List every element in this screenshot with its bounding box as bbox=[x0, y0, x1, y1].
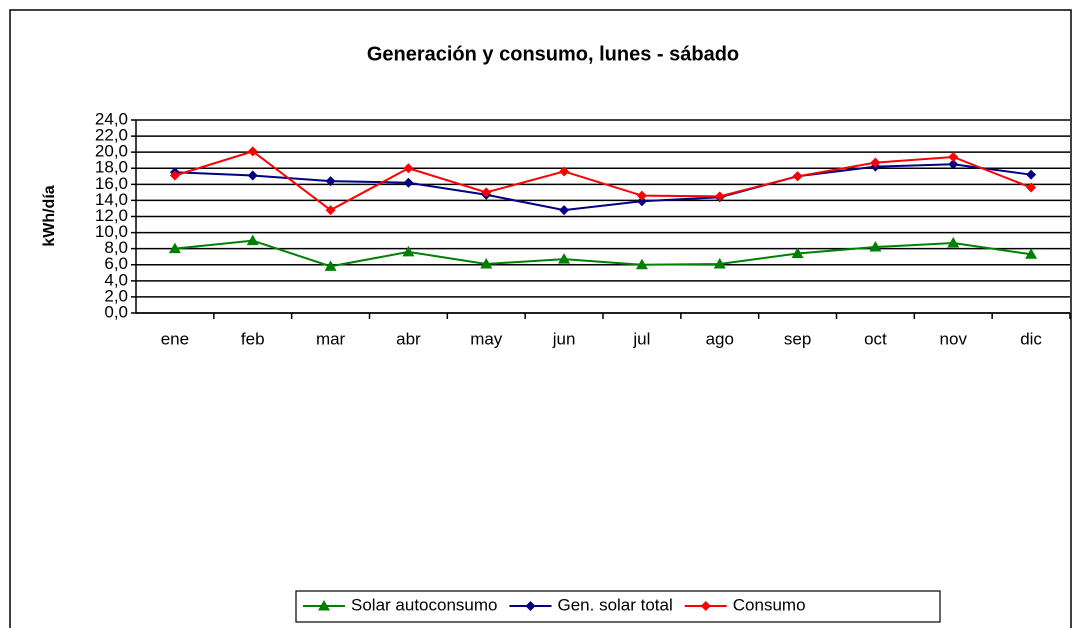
x-tick-label: may bbox=[470, 329, 503, 348]
data-point bbox=[635, 258, 648, 270]
data-point bbox=[247, 146, 258, 157]
x-tick-label: nov bbox=[940, 329, 968, 348]
x-tick-label: ago bbox=[706, 329, 734, 348]
data-point bbox=[559, 166, 570, 177]
legend-label: Solar autoconsumo bbox=[351, 595, 497, 614]
y-tick-label: 0,0 bbox=[104, 302, 128, 321]
y-tick-label: 2,0 bbox=[104, 286, 128, 305]
data-point bbox=[947, 237, 960, 248]
legend-marker bbox=[700, 601, 711, 611]
data-point bbox=[791, 247, 804, 258]
chart-border bbox=[9, 9, 1072, 628]
series-line bbox=[174, 150, 1032, 212]
y-tick-label: 22,0 bbox=[95, 126, 128, 145]
data-point bbox=[481, 187, 492, 198]
y-tick-label: 18,0 bbox=[95, 158, 128, 177]
data-point bbox=[869, 241, 882, 252]
data-point bbox=[325, 176, 336, 187]
data-point bbox=[792, 171, 803, 182]
x-tick-label: abr bbox=[396, 329, 421, 348]
chart-title: Generación y consumo, lunes - sábado bbox=[367, 43, 739, 65]
x-tick-label: ene bbox=[161, 329, 189, 348]
data-point bbox=[713, 257, 726, 269]
series-line bbox=[174, 239, 1032, 268]
data-point bbox=[559, 205, 570, 216]
data-point bbox=[636, 196, 647, 207]
x-tick-label: dic bbox=[1020, 329, 1042, 348]
x-tick-label: jun bbox=[552, 329, 576, 348]
y-tick-label: 4,0 bbox=[104, 270, 128, 289]
data-point bbox=[324, 260, 337, 271]
y-tick-label: 24,0 bbox=[95, 109, 128, 128]
y-tick-label: 12,0 bbox=[95, 206, 128, 225]
data-point bbox=[636, 190, 647, 201]
data-point bbox=[948, 159, 959, 170]
data-point bbox=[1026, 169, 1037, 180]
legend-label: Gen. solar total bbox=[557, 595, 672, 614]
series-line bbox=[174, 163, 1032, 212]
x-tick-label: sep bbox=[784, 329, 811, 348]
data-point bbox=[402, 245, 415, 257]
data-point bbox=[247, 170, 258, 181]
data-point bbox=[870, 157, 881, 168]
data-point bbox=[558, 253, 571, 264]
data-point bbox=[403, 163, 414, 174]
x-tick-label: jul bbox=[632, 329, 650, 348]
data-point bbox=[169, 170, 180, 181]
data-point bbox=[246, 234, 259, 246]
y-tick-label: 20,0 bbox=[95, 142, 128, 161]
legend-marker bbox=[525, 601, 536, 611]
y-tick-label: 10,0 bbox=[95, 222, 128, 241]
data-point bbox=[480, 257, 493, 269]
y-tick-label: 8,0 bbox=[104, 238, 128, 257]
data-point bbox=[1026, 182, 1037, 193]
legend-box bbox=[295, 590, 941, 623]
y-tick-label: 6,0 bbox=[104, 254, 128, 273]
data-point bbox=[1025, 248, 1038, 259]
legend-label: Consumo bbox=[733, 595, 806, 614]
x-tick-label: oct bbox=[864, 329, 887, 348]
data-point bbox=[403, 177, 414, 188]
data-point bbox=[948, 151, 959, 162]
x-tick-label: feb bbox=[241, 329, 265, 348]
data-point bbox=[325, 205, 336, 216]
y-tick-label: 16,0 bbox=[95, 174, 128, 193]
x-tick-label: mar bbox=[316, 329, 346, 348]
y-axis-label: kWh/día bbox=[41, 185, 58, 246]
data-point bbox=[168, 242, 181, 254]
y-tick-label: 14,0 bbox=[95, 190, 128, 209]
data-point bbox=[714, 191, 725, 202]
legend-marker bbox=[318, 600, 330, 611]
